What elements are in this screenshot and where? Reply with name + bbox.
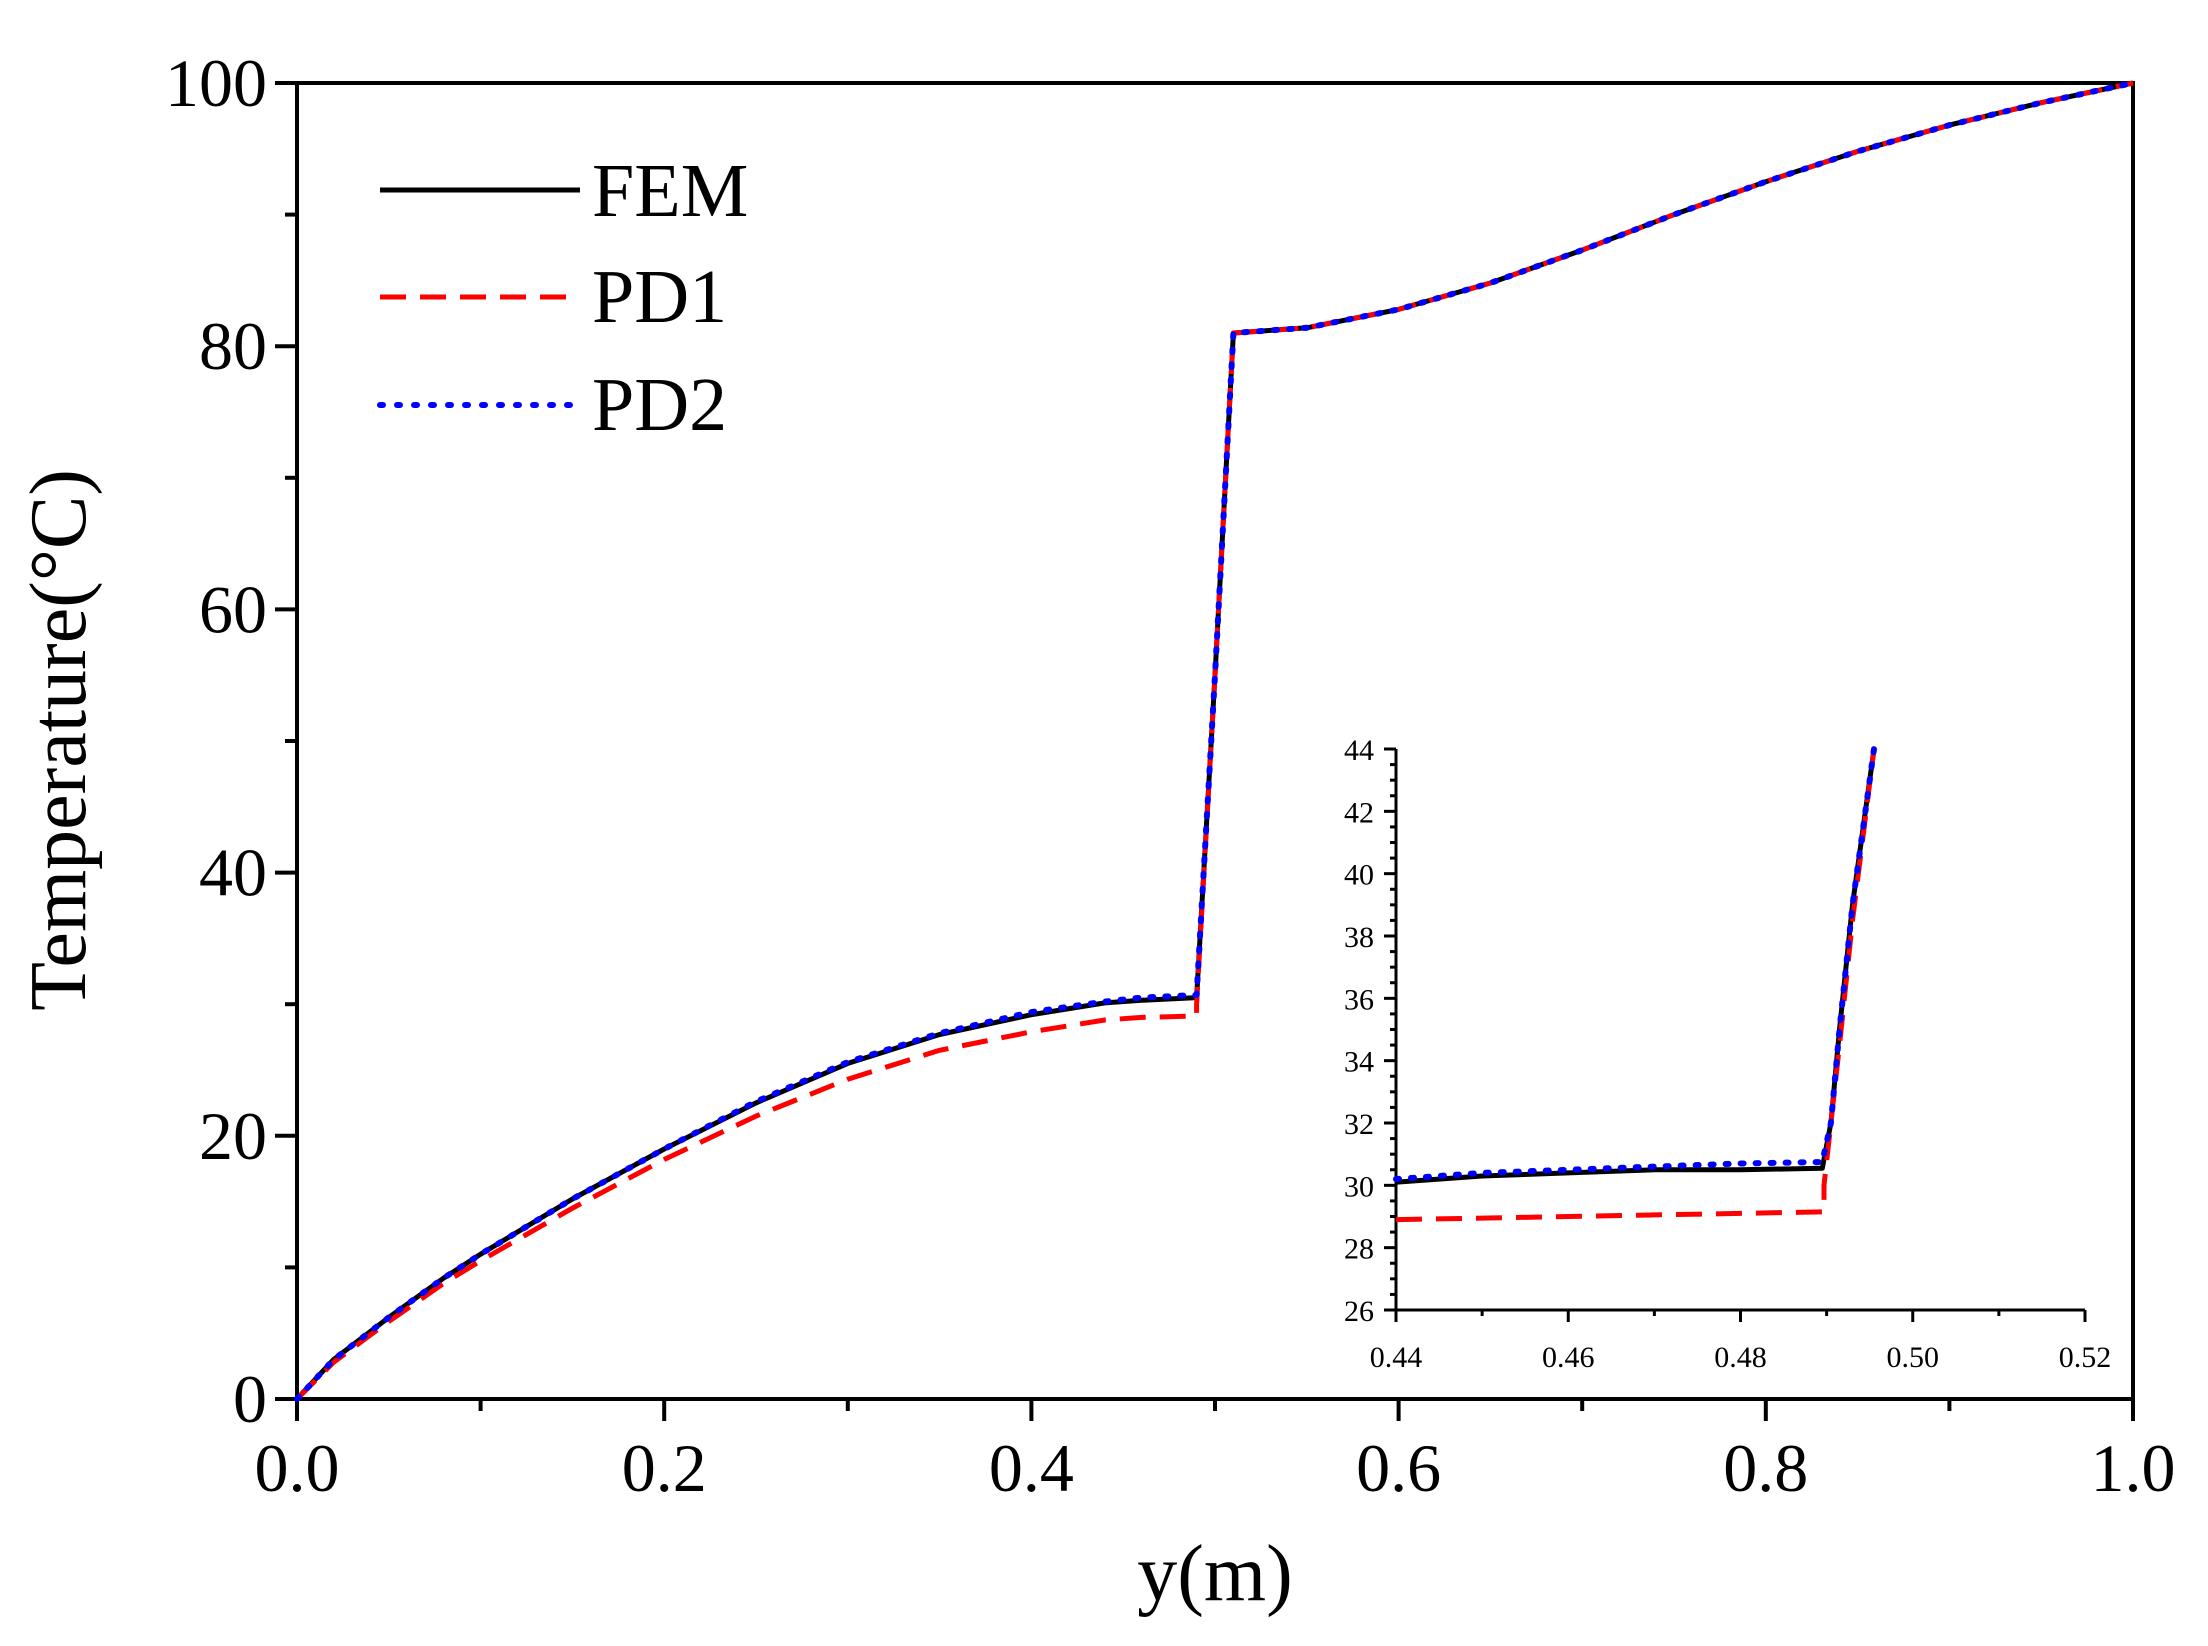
- y-tick-label: 28: [1344, 1233, 1374, 1266]
- x-tick-label: 0.50: [1887, 1341, 1940, 1374]
- y-tick-label: 20: [199, 1098, 267, 1174]
- main-tick-labels: 0.0 0.2 0.4 0.6 0.8 1.0 0 20 40 60 80 100: [165, 45, 2176, 1506]
- series-fem-line: [1395, 748, 1877, 1185]
- x-tick-label: 0.44: [1370, 1341, 1423, 1374]
- y-tick-label: 32: [1344, 1108, 1374, 1141]
- series-pd1-line: [1395, 748, 1877, 1223]
- legend-pd2-label: PD2: [592, 363, 727, 447]
- legend-pd1-label: PD1: [592, 255, 727, 339]
- y-tick-label: 40: [1344, 859, 1374, 892]
- y-tick-label: 42: [1344, 796, 1374, 829]
- y-tick-label: 44: [1344, 734, 1374, 767]
- y-tick-label: 0: [233, 1361, 267, 1437]
- x-tick-label: 1.0: [2091, 1430, 2176, 1506]
- x-tick-label: 0.4: [989, 1430, 1074, 1506]
- y-tick-label: 38: [1344, 921, 1374, 954]
- y-tick-label: 100: [165, 45, 267, 121]
- x-tick-label: 0.48: [1714, 1341, 1767, 1374]
- inset-ticks: [1384, 747, 2087, 1322]
- inset-tick-labels: 0.44 0.46 0.48 0.50 0.52 26 28 30 32 34 36 38 40 42 44: [1344, 734, 2111, 1374]
- y-tick-label: 40: [199, 835, 267, 911]
- x-tick-label: 0.46: [1542, 1341, 1595, 1374]
- y-tick-label: 80: [199, 308, 267, 384]
- x-tick-label: 0.0: [255, 1430, 340, 1506]
- inset-background: [1395, 749, 2085, 1314]
- inset-series: [1393, 746, 1877, 1223]
- inset-plot: 0.44 0.46 0.48 0.50 0.52 26 28 30 32 34 36 38 40 42 44: [1344, 734, 2111, 1374]
- y-tick-label: 30: [1344, 1170, 1374, 1203]
- legend-fem-label: FEM: [592, 149, 748, 233]
- x-tick-label: 0.6: [1356, 1430, 1441, 1506]
- y-tick-label: 34: [1344, 1046, 1374, 1079]
- y-tick-label: 60: [199, 571, 267, 647]
- legend: FEM PD1 PD2: [377, 149, 748, 447]
- main-series: [294, 80, 2136, 1402]
- x-tick-label: 0.2: [622, 1430, 707, 1506]
- y-tick-label: 36: [1344, 983, 1374, 1016]
- main-ticks: [275, 81, 2135, 1421]
- x-axis-title: y(m): [1137, 1530, 1293, 1618]
- x-tick-label: 0.8: [1723, 1430, 1808, 1506]
- y-axis-title: Temperature(°C): [15, 469, 103, 1011]
- x-tick-label: 0.52: [2059, 1341, 2112, 1374]
- y-tick-label: 26: [1344, 1295, 1374, 1328]
- series-pd2-line: [294, 80, 2136, 1402]
